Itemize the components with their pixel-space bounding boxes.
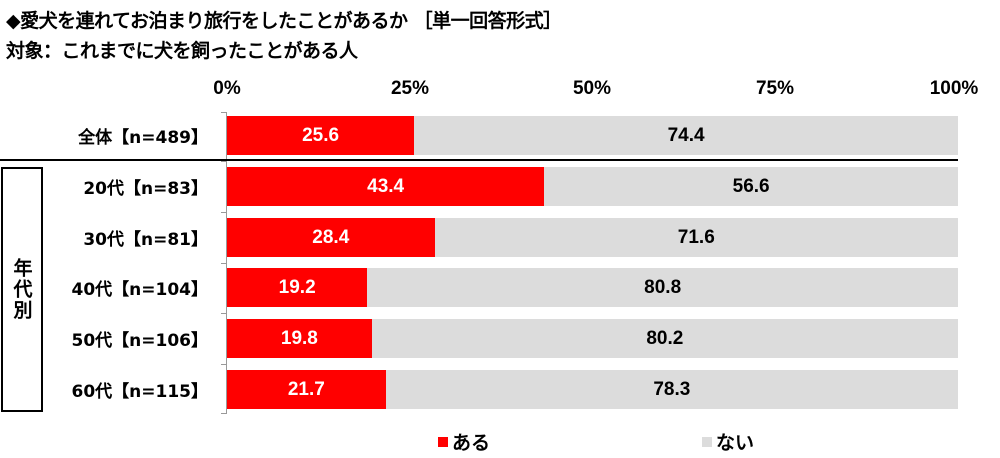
y-tick-mark <box>221 364 227 365</box>
bar-row: 43.4 56.6 <box>227 167 958 206</box>
bar-segment-no: 74.4 <box>414 116 958 155</box>
bar-segment-no: 80.8 <box>367 268 958 307</box>
bar-segment-no: 71.6 <box>434 218 958 257</box>
y-tick-mark <box>221 112 227 113</box>
bar-segment-no: 78.3 <box>385 370 958 409</box>
y-tick-mark <box>221 413 227 414</box>
x-tick-25: 25% <box>390 78 430 99</box>
group-label-box: 年代別 <box>1 167 43 412</box>
legend-label: ない <box>716 432 755 454</box>
y-tick-mark <box>221 161 227 162</box>
row-label: 20代【n=83】 <box>83 179 208 199</box>
y-tick-mark <box>221 313 227 314</box>
row-label: 全体【n=489】 <box>78 128 208 148</box>
bar-segment-yes: 19.8 <box>227 319 372 358</box>
row-label: 50代【n=106】 <box>71 331 209 351</box>
row-label: 30代【n=81】 <box>83 230 208 250</box>
row-label: 60代【n=115】 <box>71 382 209 402</box>
bar-segment-yes: 25.6 <box>227 116 415 155</box>
y-tick-mark <box>221 212 227 213</box>
bar-row: 21.7 78.3 <box>227 370 958 409</box>
section-divider <box>0 159 958 161</box>
bar-row: 19.2 80.8 <box>227 268 958 307</box>
bar-row: 25.6 74.4 <box>227 116 958 155</box>
legend-swatch-icon <box>438 436 448 447</box>
legend-item-no: ない <box>702 428 754 455</box>
bar-segment-yes: 28.4 <box>227 218 435 257</box>
legend-item-yes: ある <box>438 428 490 455</box>
chart-title: ◆愛犬を連れてお泊まり旅行をしたことがあるか ［単一回答形式］ <box>6 10 562 32</box>
row-label: 40代【n=104】 <box>71 280 209 300</box>
x-tick-75: 75% <box>755 78 795 99</box>
legend-swatch-icon <box>702 436 712 447</box>
bar-segment-yes: 19.2 <box>227 268 368 307</box>
x-tick-0: 0% <box>213 78 241 99</box>
bar-segment-yes: 21.7 <box>227 370 386 409</box>
bar-segment-yes: 43.4 <box>227 167 545 206</box>
bar-segment-no: 80.2 <box>371 319 958 358</box>
bar-row: 19.8 80.2 <box>227 319 958 358</box>
x-tick-100: 100% <box>929 78 979 99</box>
bar-segment-no: 56.6 <box>544 167 958 206</box>
chart-subtitle: 対象：これまでに犬を飼ったことがある人 <box>6 40 358 62</box>
legend-label: ある <box>452 432 491 454</box>
x-tick-50: 50% <box>572 78 612 99</box>
bar-row: 28.4 71.6 <box>227 218 958 257</box>
y-tick-mark <box>221 263 227 264</box>
group-label: 年代別 <box>10 258 33 321</box>
